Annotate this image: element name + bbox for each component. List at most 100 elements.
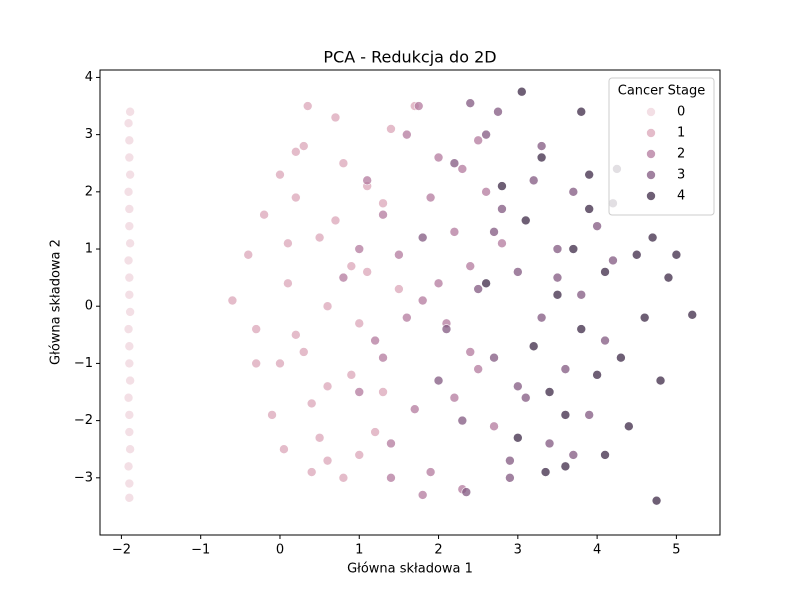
scatter-point bbox=[124, 272, 135, 283]
scatter-point bbox=[370, 427, 380, 437]
scatter-point bbox=[306, 398, 317, 409]
scatter-point bbox=[461, 487, 472, 497]
scatter-point bbox=[516, 86, 527, 97]
scatter-point bbox=[123, 392, 134, 403]
scatter-point bbox=[402, 312, 412, 323]
x-axis-label: Główna składowa 1 bbox=[347, 562, 473, 577]
scatter-point bbox=[354, 318, 365, 329]
scatter-point bbox=[124, 152, 135, 163]
scatter-point bbox=[227, 295, 238, 306]
scatter-point bbox=[481, 278, 491, 289]
legend: Cancer Stage 0 1 2 3 4 bbox=[608, 77, 715, 216]
scatter-point bbox=[457, 164, 468, 174]
scatter-point bbox=[584, 204, 594, 214]
scatter-point bbox=[473, 135, 483, 146]
chart-title: PCA - Redukcja do 2D bbox=[323, 48, 496, 67]
scatter-point bbox=[651, 495, 662, 506]
scatter-point bbox=[536, 141, 547, 151]
scatter-point bbox=[124, 221, 135, 231]
legend-label: 4 bbox=[677, 189, 685, 204]
y-tick-label: 0 bbox=[85, 299, 93, 314]
scatter-point bbox=[489, 227, 499, 237]
scatter-point bbox=[362, 267, 372, 277]
scatter-point bbox=[275, 358, 285, 369]
scatter-point bbox=[584, 410, 594, 420]
scatter-point bbox=[687, 309, 698, 320]
scatter-point bbox=[124, 478, 135, 489]
scatter-point bbox=[251, 358, 261, 369]
scatter-point bbox=[647, 232, 658, 243]
scatter-point bbox=[473, 284, 483, 294]
scatter-point bbox=[354, 244, 365, 254]
y-tick-label: 2 bbox=[85, 184, 93, 199]
scatter-point bbox=[346, 261, 357, 271]
scatter-point bbox=[123, 118, 134, 128]
scatter-point bbox=[671, 249, 682, 260]
y-tick-label: 4 bbox=[85, 70, 93, 85]
scatter-point bbox=[584, 169, 594, 180]
scatter-point bbox=[608, 255, 618, 266]
scatter-point bbox=[322, 301, 333, 312]
scatter-point bbox=[449, 158, 460, 169]
scatter-point bbox=[425, 192, 436, 203]
scatter-point bbox=[576, 106, 587, 117]
scatter-point bbox=[497, 204, 507, 214]
scatter-point bbox=[544, 387, 555, 397]
scatter-point bbox=[568, 187, 579, 197]
scatter-point bbox=[322, 381, 333, 392]
scatter-point bbox=[123, 461, 134, 472]
scatter-point bbox=[125, 238, 135, 249]
scatter-point bbox=[624, 421, 634, 432]
scatter-point bbox=[378, 387, 388, 397]
scatter-point bbox=[520, 215, 531, 226]
scatter-point bbox=[243, 249, 254, 260]
scatter-point bbox=[124, 410, 135, 420]
scatter-point bbox=[370, 335, 380, 346]
scatter-point bbox=[123, 187, 134, 197]
scatter-point bbox=[489, 421, 499, 432]
scatter-point bbox=[275, 169, 285, 180]
legend-label: 3 bbox=[677, 168, 685, 183]
scatter-point bbox=[425, 467, 436, 477]
scatter-point bbox=[560, 364, 571, 374]
scatter-point bbox=[124, 493, 135, 503]
scatter-point bbox=[481, 129, 491, 140]
x-tick-label: 5 bbox=[672, 543, 680, 558]
scatter-point bbox=[536, 152, 547, 163]
scatter-point bbox=[520, 392, 531, 403]
scatter-point bbox=[600, 335, 610, 346]
y-tick-label: −2 bbox=[74, 413, 93, 428]
scatter-point bbox=[346, 370, 357, 380]
scatter-point bbox=[497, 181, 507, 191]
scatter-point bbox=[291, 192, 301, 203]
scatter-point bbox=[124, 135, 135, 146]
scatter-point bbox=[378, 209, 388, 220]
x-tick-label: 0 bbox=[276, 543, 284, 558]
x-tick-label: −1 bbox=[191, 543, 210, 558]
scatter-point bbox=[125, 106, 135, 117]
scatter-point bbox=[125, 307, 135, 317]
scatter-point bbox=[497, 238, 507, 249]
scatter-point bbox=[124, 427, 135, 437]
scatter-point bbox=[124, 204, 135, 214]
scatter-point bbox=[560, 410, 571, 420]
scatter-point bbox=[124, 289, 135, 300]
axes-frame bbox=[99, 69, 721, 536]
scatter-point bbox=[544, 438, 555, 449]
scatter-point bbox=[283, 238, 293, 249]
x-tick-label: 1 bbox=[355, 543, 363, 558]
scatter-point bbox=[513, 381, 523, 392]
scatter-point bbox=[552, 289, 563, 300]
scatter-point bbox=[125, 375, 135, 386]
legend-marker bbox=[646, 191, 656, 201]
scatter-point bbox=[386, 124, 396, 134]
scatter-point bbox=[639, 312, 650, 323]
scatter-point bbox=[251, 324, 261, 334]
scatter-point bbox=[433, 278, 444, 289]
scatter-point bbox=[298, 347, 309, 357]
scatter-point bbox=[283, 278, 293, 289]
y-tick-label: −1 bbox=[74, 356, 93, 371]
scatter-point bbox=[302, 101, 313, 111]
scatter-point bbox=[631, 249, 642, 260]
